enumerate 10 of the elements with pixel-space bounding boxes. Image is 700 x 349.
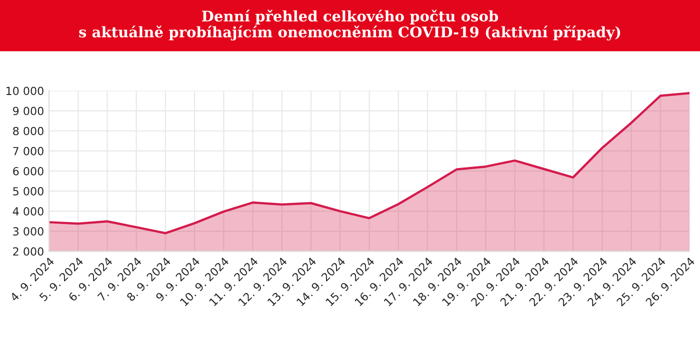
y-tick-label: 7 000	[13, 146, 44, 156]
y-tick-label: 4 000	[12, 207, 44, 216]
y-tick-label: 2 000	[13, 247, 44, 256]
y-tick-label: 9 000	[13, 106, 44, 116]
y-tick-label: 8 000	[13, 126, 44, 136]
y-tick-label: 5 000	[13, 187, 44, 196]
y-tick-label: 3 000	[13, 227, 44, 236]
y-tick-label: 10 000	[6, 86, 44, 96]
chart-title: Denní přehled celkového počtu osob s aktuálně probíhajícím onemocněním COVID-19 (aktivní případy)	[79, 10, 620, 41]
y-tick-label: 6 000	[13, 166, 44, 176]
